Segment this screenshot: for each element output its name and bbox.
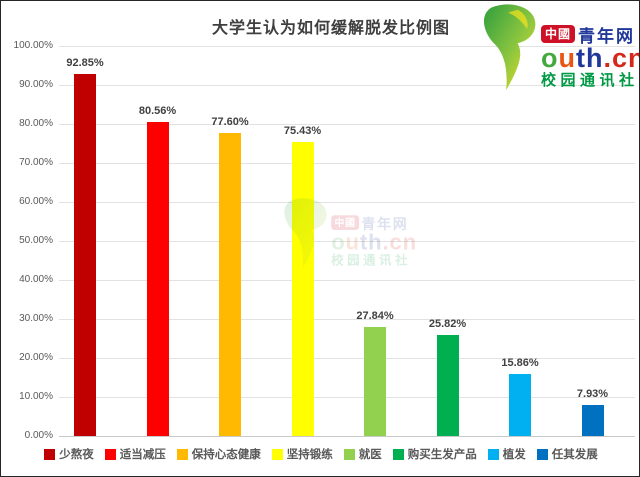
legend-item-保持心态健康: 保持心态健康 <box>176 446 261 462</box>
logo-domain-letter: . <box>603 43 613 73</box>
bar-value-label: 80.56% <box>138 104 177 117</box>
gridline <box>59 85 635 86</box>
bar-植发 <box>509 374 531 436</box>
y-axis-tick-label: 50.00% <box>19 235 53 246</box>
legend-label: 购买生发产品 <box>407 449 477 461</box>
logo-domain-letter: n <box>402 229 417 255</box>
legend-item-任其发展: 任其发展 <box>536 446 598 462</box>
bar-适当减压 <box>146 121 169 436</box>
logo-domain: outh.cn <box>541 43 639 73</box>
gridline <box>59 163 635 164</box>
logo-brand-name: 青年网 <box>361 216 409 233</box>
gridline <box>59 358 635 359</box>
bar-value-label: 15.86% <box>501 357 539 370</box>
y-axis-tick-label: 100.00% <box>13 40 53 51</box>
legend-label: 就医 <box>358 449 382 461</box>
chart-title: 大学生认为如何缓解脱发比例图 <box>211 20 450 37</box>
legend-label: 少熬夜 <box>59 449 94 461</box>
legend-label: 任其发展 <box>551 449 598 461</box>
logo-domain-letter: n <box>628 43 639 73</box>
legend-swatch-icon <box>343 448 355 460</box>
gridline <box>59 202 635 203</box>
legend-item-少熬夜: 少熬夜 <box>44 446 94 462</box>
legend-swatch-icon <box>392 448 404 460</box>
logo-subtitle: 校园通讯社 <box>541 72 639 89</box>
bar-坚持锻练 <box>291 141 314 436</box>
logo-domain-letter: h <box>586 43 604 73</box>
logo-domain-letter: t <box>359 229 369 255</box>
y-axis-tick-label: 60.00% <box>19 196 53 207</box>
legend-swatch-icon <box>176 448 188 460</box>
y-axis-tick-label: 90.00% <box>19 79 53 90</box>
legend-label: 适当减压 <box>119 449 166 461</box>
bar-value-label: 92.85% <box>66 56 104 69</box>
legend-label: 保持心态健康 <box>191 449 261 461</box>
gridline <box>59 46 635 47</box>
bar-任其发展 <box>581 405 604 436</box>
legend-label: 植发 <box>502 449 526 461</box>
ginkgo-leaf-icon <box>284 198 327 269</box>
bar-少熬夜 <box>74 73 96 436</box>
site-logo: 中國 青年网 outh.cn 校园通讯社 <box>481 4 639 92</box>
logo-domain-letter: t <box>576 43 586 73</box>
legend-swatch-icon <box>536 448 548 460</box>
gridline <box>59 241 635 242</box>
y-axis-tick-label: 30.00% <box>19 313 53 324</box>
ginkgo-leaf-icon <box>483 4 536 91</box>
bar-value-label: 27.84% <box>356 310 394 323</box>
y-axis-tick-label: 20.00% <box>19 352 53 363</box>
legend-item-植发: 植发 <box>487 446 526 462</box>
legend-swatch-icon <box>487 448 499 460</box>
y-axis-tick-label: 70.00% <box>19 157 53 168</box>
gridline <box>59 319 635 320</box>
logo-domain-letter: . <box>382 229 390 255</box>
bar-value-label: 25.82% <box>428 318 467 331</box>
gridline <box>59 436 635 437</box>
bar-保持心态健康 <box>219 133 241 436</box>
bar-value-label: 75.43% <box>283 124 322 137</box>
bar-value-label: 7.93% <box>576 388 609 401</box>
logo-domain-letter: h <box>368 229 383 255</box>
bar-value-label: 77.60% <box>211 116 249 129</box>
legend-swatch-icon <box>271 448 283 460</box>
legend-item-就医: 就医 <box>343 446 382 462</box>
bar-购买生发产品 <box>436 335 459 436</box>
y-axis-tick-label: 10.00% <box>19 391 53 402</box>
y-axis-tick-label: 0.00% <box>24 430 53 441</box>
legend-item-适当减压: 适当减压 <box>104 446 166 462</box>
bar-就医 <box>364 327 386 436</box>
legend-item-购买生发产品: 购买生发产品 <box>392 446 477 462</box>
legend-swatch-icon <box>44 448 56 460</box>
legend-item-坚持锻练: 坚持锻练 <box>271 446 333 462</box>
logo-badge: 中國 <box>331 215 360 230</box>
chart-legend: 少熬夜 适当减压 保持心态健康 坚持锻练 就医 购买生发产品 植发 任其发展 <box>1 446 639 462</box>
logo-domain-letter: u <box>345 229 360 255</box>
logo-domain-letter: o <box>541 43 559 73</box>
logo-domain-letter: c <box>612 43 629 73</box>
logo-badge: 中國 <box>541 25 576 43</box>
logo-subtitle: 校园通讯社 <box>331 253 412 268</box>
gridline <box>59 124 635 125</box>
y-axis-tick-label: 40.00% <box>19 274 53 285</box>
legend-swatch-icon <box>104 448 116 460</box>
gridline <box>59 280 635 281</box>
logo-domain-letter: c <box>389 229 403 255</box>
logo-domain-letter: o <box>331 229 346 255</box>
y-axis-tick-label: 80.00% <box>19 118 53 129</box>
gridline <box>59 397 635 398</box>
logo-domain: outh.cn <box>331 231 417 254</box>
logo-brand-name: 青年网 <box>578 26 636 46</box>
logo-domain-letter: u <box>558 43 576 73</box>
watermark-logo: 中國 青年网 outh.cn 校园通讯社 <box>282 198 417 270</box>
legend-label: 坚持锻练 <box>286 449 333 461</box>
